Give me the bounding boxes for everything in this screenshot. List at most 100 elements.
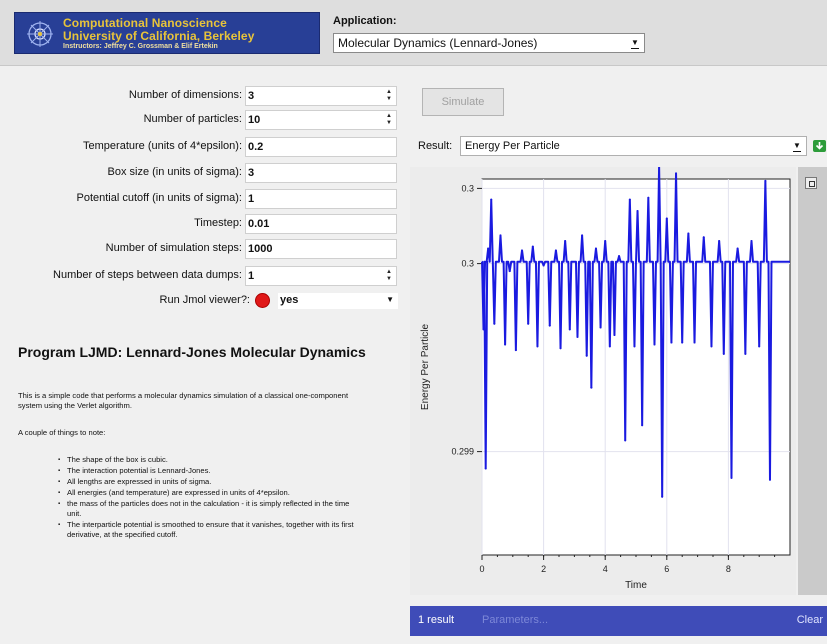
clear-link[interactable]: Clear	[796, 614, 823, 626]
data-dumps-input[interactable]: 1 ▲ ▼	[245, 266, 397, 286]
notes-list: The shape of the box is cubic. The inter…	[58, 455, 358, 541]
sim-steps-input[interactable]: 1000	[245, 239, 397, 259]
spinner-icon[interactable]: ▲ ▼	[386, 113, 392, 126]
chevron-down-icon	[630, 38, 640, 49]
result-select-value: Energy Per Particle	[465, 140, 560, 152]
jmol-select[interactable]: yes ▼	[278, 293, 398, 309]
data-dumps-value: 1	[248, 270, 255, 282]
data-point	[542, 264, 545, 267]
data-point	[693, 341, 696, 344]
data-point	[499, 234, 502, 237]
data-point	[647, 196, 650, 199]
timestep-value: 0.01	[248, 218, 270, 230]
application-select[interactable]: Molecular Dynamics (Lennard-Jones)	[333, 33, 645, 53]
data-point	[594, 247, 597, 250]
data-point	[675, 172, 678, 175]
form-row-temperature: Temperature (units of 4*epsilon): 0.2	[0, 137, 400, 157]
data-point	[536, 345, 539, 348]
results-panel: Simulate Result: Energy Per Particle 0 2 4…	[410, 80, 827, 644]
box-size-value: 3	[248, 167, 255, 179]
banner-title: Computational Nanoscience	[63, 16, 227, 30]
x-tick-label: 2	[541, 564, 546, 574]
temperature-input[interactable]: 0.2	[245, 137, 397, 157]
result-count: 1 result	[418, 614, 455, 626]
data-point	[744, 352, 747, 355]
application-label: Application:	[333, 15, 397, 27]
list-item: The interparticle potential is smoothed …	[58, 520, 358, 540]
data-point	[514, 349, 517, 352]
data-point	[608, 345, 611, 348]
data-point	[487, 247, 490, 250]
description-notes-heading: A couple of things to note:	[18, 428, 106, 437]
data-point	[564, 240, 567, 243]
jmol-label: Run Jmol viewer?:	[159, 294, 250, 306]
spinner-icon[interactable]: ▲ ▼	[386, 269, 392, 282]
chevron-down-icon: ▼	[386, 295, 394, 304]
plot-side-scrollbar[interactable]	[798, 167, 827, 595]
dimensions-value: 3	[248, 90, 255, 102]
data-point	[493, 322, 496, 325]
data-point	[661, 495, 664, 498]
list-item: The interaction potential is Lennard-Jon…	[58, 466, 358, 476]
cutoff-input[interactable]: 1	[245, 189, 397, 209]
data-point	[576, 335, 579, 338]
dimensions-input[interactable]: 3 ▲ ▼	[245, 86, 397, 106]
data-point	[670, 341, 673, 344]
y-tick-label: 0.3	[461, 259, 474, 269]
sim-steps-value: 1000	[248, 243, 273, 255]
list-item: the mass of the particles does not in th…	[58, 499, 358, 519]
list-item: All energies (and temperature) are expre…	[58, 488, 358, 498]
data-point	[585, 354, 588, 357]
data-point	[508, 270, 511, 273]
form-row-particles: Number of particles: 10 ▲ ▼	[0, 110, 400, 130]
data-point	[504, 343, 507, 346]
form-row-cutoff: Potential cutoff (in units of sigma): 1	[0, 189, 400, 209]
data-point	[636, 209, 639, 212]
data-point	[618, 255, 621, 258]
data-point	[718, 240, 721, 243]
timestep-input[interactable]: 0.01	[245, 214, 397, 234]
data-dumps-label: Number of steps between data dumps:	[53, 269, 242, 281]
data-point	[641, 424, 644, 427]
timestep-label: Timestep:	[194, 217, 242, 229]
particles-input[interactable]: 10 ▲ ▼	[245, 110, 397, 130]
data-point	[624, 439, 627, 442]
course-banner: Computational Nanoscience University of …	[14, 12, 320, 54]
description-title: Program LJMD: Lennard-Jones Molecular Dy…	[18, 344, 366, 360]
data-point	[590, 386, 593, 389]
data-point	[758, 345, 761, 348]
application-select-value: Molecular Dynamics (Lennard-Jones)	[338, 36, 538, 50]
x-tick-label: 4	[603, 564, 608, 574]
x-tick-label: 0	[479, 564, 484, 574]
download-icon[interactable]	[812, 138, 827, 154]
form-row-jmol: Run Jmol viewer?: yes ▼	[0, 291, 400, 311]
plot-reset-icon[interactable]	[805, 177, 817, 189]
energy-plot[interactable]: 0 2 4 6 8 0.3 0.3 0.299 Time Energy Per Particle	[410, 167, 796, 595]
data-point	[613, 334, 616, 337]
data-point	[521, 249, 524, 252]
form-row-dimensions: Number of dimensions: 3 ▲ ▼	[0, 86, 400, 106]
cutoff-value: 1	[248, 193, 255, 205]
dimensions-label: Number of dimensions:	[128, 89, 242, 101]
chevron-down-icon	[792, 141, 802, 152]
list-item: The shape of the box is cubic.	[58, 455, 358, 465]
simulate-button[interactable]: Simulate	[422, 88, 504, 116]
data-point	[548, 324, 551, 327]
data-point	[750, 240, 753, 243]
data-point	[527, 322, 530, 325]
y-tick-label: 0.3	[461, 183, 474, 193]
data-point	[764, 179, 767, 182]
data-point	[490, 198, 493, 201]
box-size-input[interactable]: 3	[245, 163, 397, 183]
particles-value: 10	[248, 114, 261, 126]
data-point	[653, 343, 656, 346]
data-point	[599, 326, 602, 329]
form-row-sim-steps: Number of simulation steps: 1000	[0, 239, 400, 259]
x-axis-label: Time	[625, 580, 647, 591]
parameters-link[interactable]: Parameters...	[482, 614, 549, 626]
data-point	[559, 347, 562, 350]
y-axis-label: Energy Per Particle	[420, 323, 431, 410]
data-point	[568, 328, 571, 331]
result-select[interactable]: Energy Per Particle	[460, 136, 807, 156]
spinner-icon[interactable]: ▲ ▼	[386, 89, 392, 102]
